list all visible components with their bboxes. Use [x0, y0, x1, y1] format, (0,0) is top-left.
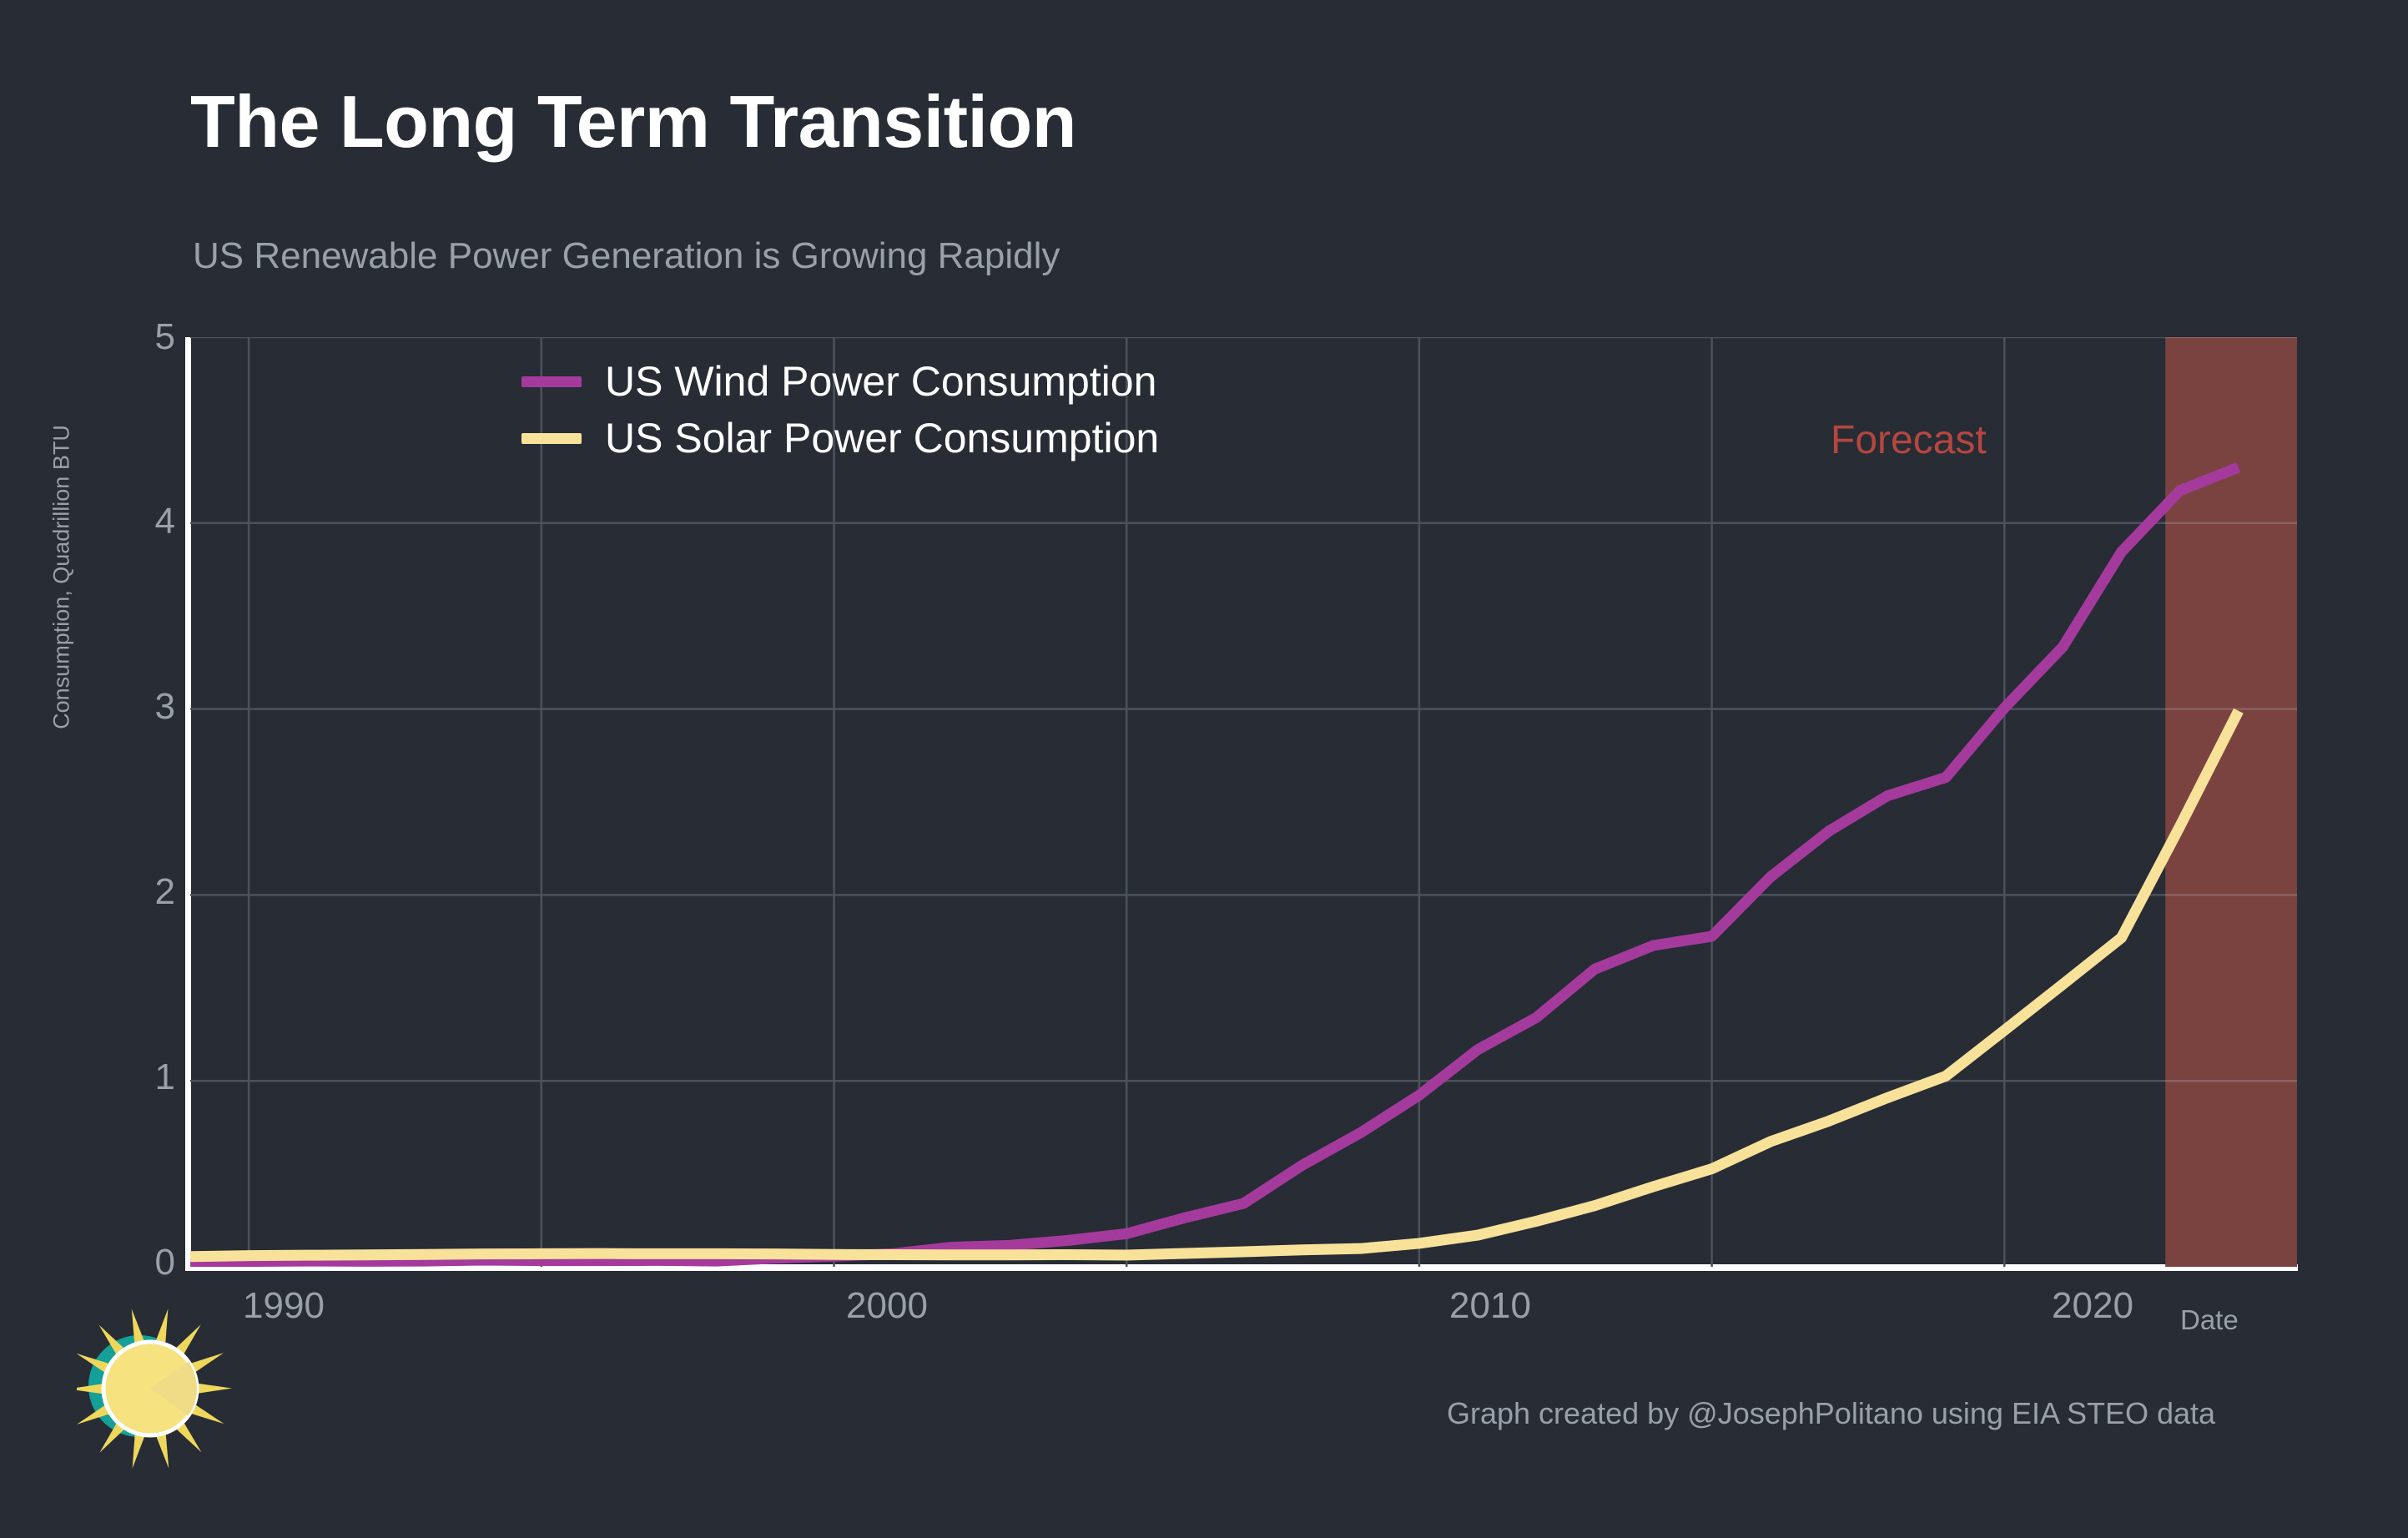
- legend-item-solar[interactable]: US Solar Power Consumption: [521, 417, 1159, 459]
- series-line-solar: [190, 708, 2244, 1263]
- x-axis-spine: [185, 1264, 2298, 1271]
- data-series: [190, 461, 2244, 1267]
- series-line-wind: [190, 461, 2241, 1267]
- legend-label-solar: US Solar Power Consumption: [605, 415, 1160, 461]
- y-axis-ticks: 5 4 3 2 1 0: [67, 0, 175, 1538]
- x-tick-label: 1990: [243, 1285, 325, 1326]
- forecast-band-rect: [2165, 337, 2297, 1267]
- page-title: The Long Term Transition: [190, 80, 1076, 163]
- legend-swatch-solar: [521, 432, 582, 444]
- y-tick-label: 0: [154, 1242, 175, 1283]
- y-tick-label: 1: [154, 1056, 175, 1097]
- chart-subtitle: US Renewable Power Generation is Growing…: [193, 235, 1060, 276]
- x-tick-label: 2010: [1449, 1285, 1531, 1326]
- forecast-annotation: Forecast: [1831, 418, 1987, 462]
- chart-legend: US Wind Power Consumption US Solar Power …: [521, 361, 1159, 459]
- y-axis-spine: [185, 337, 191, 1270]
- sun-icon-rays: [68, 1309, 232, 1469]
- plot-area: [190, 337, 2297, 1267]
- y-tick-label: 2: [154, 871, 175, 912]
- x-tick-label: 2020: [2052, 1285, 2133, 1326]
- plot-svg: [190, 337, 2297, 1267]
- y-tick-label: 3: [154, 686, 175, 727]
- sun-icon-svg: [68, 1309, 232, 1469]
- y-tick-label: 5: [154, 316, 175, 357]
- x-axis-label: Date: [2180, 1304, 2239, 1335]
- sun-icon: [68, 1290, 244, 1474]
- legend-label-wind: US Wind Power Consumption: [605, 358, 1157, 405]
- legend-item-wind[interactable]: US Wind Power Consumption: [521, 361, 1159, 402]
- x-tick-label: 2000: [846, 1285, 928, 1326]
- y-tick-label: 4: [154, 501, 175, 542]
- gridlines: [190, 337, 2297, 1267]
- credits-text: Graph created by @JosephPolitano using E…: [1447, 1396, 2216, 1430]
- sun-icon-wedge: [150, 1361, 197, 1416]
- forecast-band: [2165, 337, 2297, 1267]
- legend-swatch-wind: [521, 376, 582, 387]
